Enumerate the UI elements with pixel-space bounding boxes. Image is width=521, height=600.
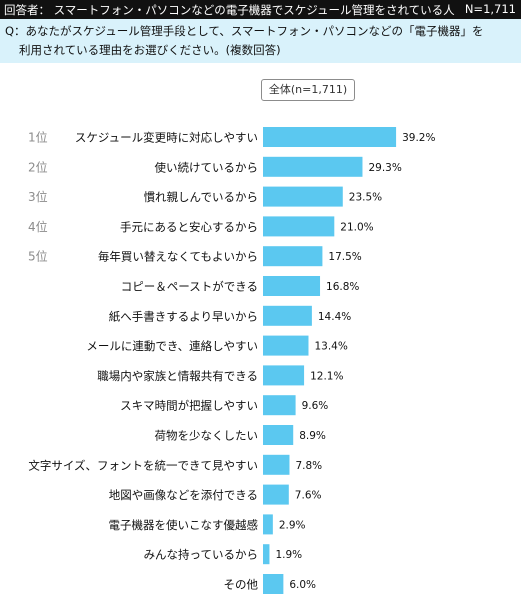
category-label: メールに連動でき、連絡しやすい (86, 339, 258, 353)
bar (263, 186, 343, 207)
bar (263, 246, 323, 267)
bar (263, 395, 296, 416)
bar (263, 156, 363, 177)
bar (263, 484, 289, 505)
sample-size: N=1,711 (464, 2, 516, 16)
value-label: 23.5% (349, 192, 382, 204)
respondent-header: 回答者： スマートフォン・パソコンなどの電子機器でスケジュール管理をされている人… (0, 0, 521, 19)
bar (263, 335, 309, 356)
value-label: 7.8% (295, 460, 322, 472)
value-label: 17.5% (328, 251, 361, 263)
rank-label: 3位 (28, 189, 48, 204)
value-label: 14.4% (318, 311, 351, 323)
value-label: 9.6% (302, 400, 329, 412)
question-line-1: Q：あなたがスケジュール管理手段として、スマートフォン・パソコンなどの「電子機器… (5, 24, 484, 38)
category-label: 手元にあると安心するから (120, 220, 258, 234)
category-label: 毎年買い替えなくてもよいから (98, 250, 258, 264)
category-label: 荷物を少なくしたい (155, 429, 259, 443)
value-label: 8.9% (299, 430, 326, 442)
rank-label: 5位 (28, 249, 48, 264)
bar (263, 305, 312, 326)
total-sample-label: 全体(n=1,711) (261, 79, 355, 101)
category-label: その他 (224, 578, 259, 592)
value-label: 1.9% (275, 549, 302, 561)
bar (263, 276, 321, 296)
category-label: 電子機器を使いこなす優越感 (109, 518, 259, 532)
value-label: 7.6% (295, 490, 322, 502)
bar (263, 425, 294, 445)
category-label: スケジュール変更時に対応しやすい (75, 131, 258, 145)
bar (263, 514, 273, 535)
value-label: 16.8% (326, 281, 359, 293)
respondent-description: 回答者： スマートフォン・パソコンなどの電子機器でスケジュール管理をされている人 (4, 3, 455, 17)
value-label: 39.2% (402, 132, 435, 144)
bar (263, 454, 290, 475)
bar-chart: 1位 スケジュール変更時に対応しやすい 39.2% 2位 使い続けているから 29.3% 3… (28, 127, 435, 594)
question-line-2: 利用されている理由をお選びください。(複数回答) (19, 43, 281, 57)
value-label: 13.4% (314, 341, 347, 353)
bar (263, 127, 397, 147)
category-label: 地図や画像などを添付できる (109, 488, 258, 502)
bar (263, 216, 335, 237)
value-label: 12.1% (310, 370, 343, 382)
value-label: 6.0% (289, 579, 316, 591)
category-label: みんな持っているから (144, 548, 258, 562)
category-label: スキマ時間が把握しやすい (120, 399, 258, 413)
category-label: コピー＆ペーストができる (121, 280, 258, 294)
category-label: 文字サイズ、フォントを統一できて見やすい (28, 458, 258, 472)
rank-label: 4位 (28, 219, 48, 234)
rank-label: 1位 (28, 130, 48, 145)
value-label: 29.3% (368, 162, 401, 174)
bar (263, 544, 270, 565)
category-label: 紙へ手書きするより早いから (109, 309, 258, 323)
rank-label: 2位 (28, 159, 48, 174)
bar (263, 574, 284, 594)
value-label: 2.9% (279, 519, 306, 531)
bar (263, 365, 305, 386)
category-label: 使い続けているから (155, 160, 259, 174)
category-label: 職場内や家族と情報共有できる (97, 369, 258, 383)
question-box: Q：あなたがスケジュール管理手段として、スマートフォン・パソコンなどの「電子機器… (0, 19, 521, 63)
value-label: 21.0% (340, 221, 373, 233)
category-label: 慣れ親しんでいるから (144, 190, 258, 204)
